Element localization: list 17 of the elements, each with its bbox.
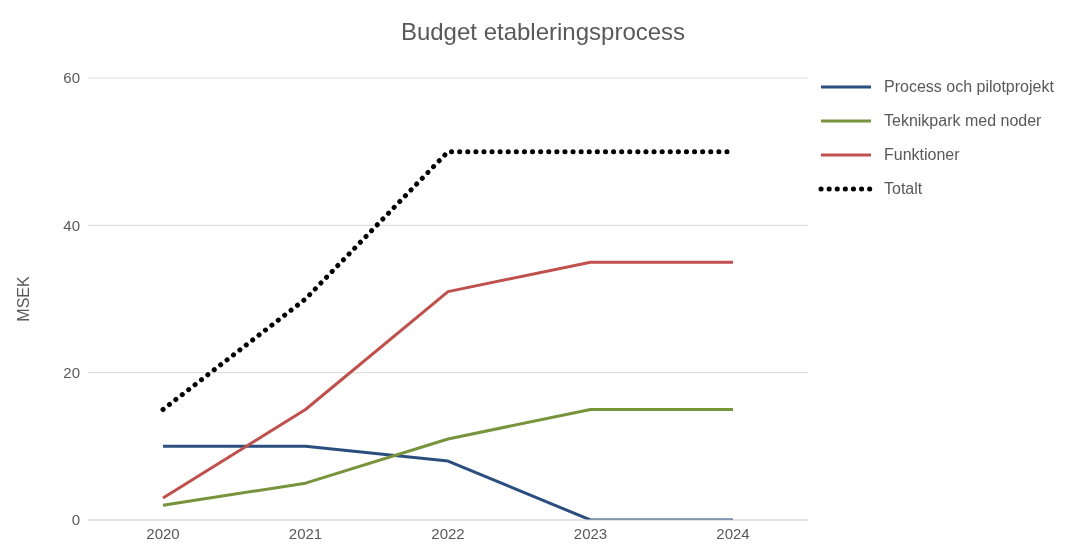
line-series: [161, 408, 735, 507]
y-axis-title: MSEK: [14, 276, 32, 322]
line-series: [161, 260, 735, 500]
x-tick-label: 2020: [146, 524, 180, 542]
legend-label: Teknikpark med noder: [884, 112, 1042, 130]
legend-label: Totalt: [884, 180, 923, 198]
y-tick-label: 40: [63, 216, 80, 234]
chart-title: Budget etableringsprocess: [399, 17, 687, 47]
legend-label: Funktioner: [884, 146, 960, 164]
x-tick-label: 2024: [716, 524, 750, 542]
y-tick-label: 20: [63, 363, 80, 381]
x-tick-label: 2022: [431, 524, 465, 542]
y-tick-label: 0: [71, 511, 80, 529]
legend-label: Process och pilotprojekt: [884, 78, 1054, 96]
x-tick-label: 2023: [573, 524, 608, 542]
x-tick-label: 2021: [288, 524, 323, 542]
y-tick-label: 60: [63, 69, 80, 87]
